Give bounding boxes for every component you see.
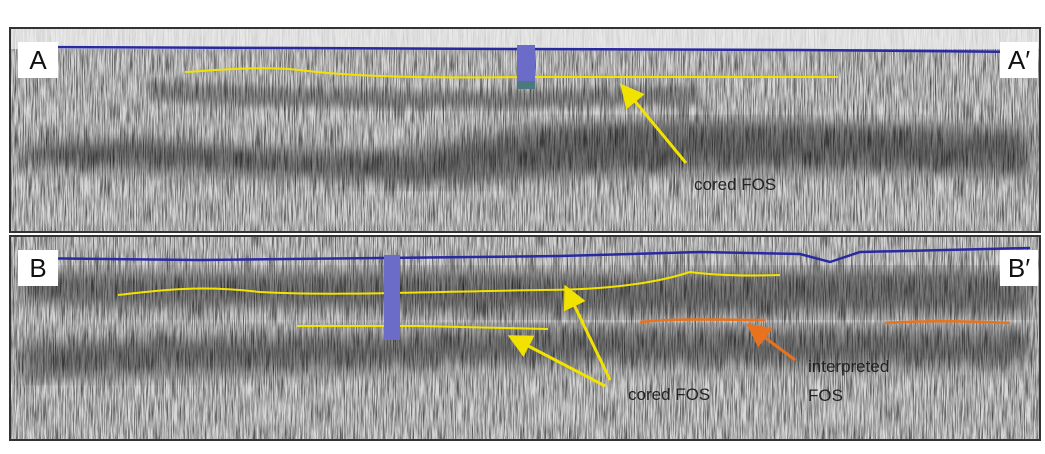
section-label: A xyxy=(29,45,47,75)
core xyxy=(384,255,400,340)
panel-a: A A′ cored FOS xyxy=(10,28,1040,232)
annotation: interpreted xyxy=(808,357,889,376)
annotation: cored FOS xyxy=(628,385,710,404)
page: A A′ cored FOS B B′ cored FOS interprete… xyxy=(0,0,1045,449)
section-label: B′ xyxy=(1008,253,1030,283)
section-label: B xyxy=(29,253,46,283)
annotation: FOS xyxy=(808,386,843,405)
core-base xyxy=(517,81,535,89)
core xyxy=(517,45,535,81)
annotation: cored FOS xyxy=(694,175,776,194)
panel-b: B B′ cored FOS interpreted FOS xyxy=(10,236,1040,440)
radar-image xyxy=(11,237,1039,439)
figure: A A′ cored FOS B B′ cored FOS interprete… xyxy=(0,0,1045,449)
section-label: A′ xyxy=(1008,45,1030,75)
